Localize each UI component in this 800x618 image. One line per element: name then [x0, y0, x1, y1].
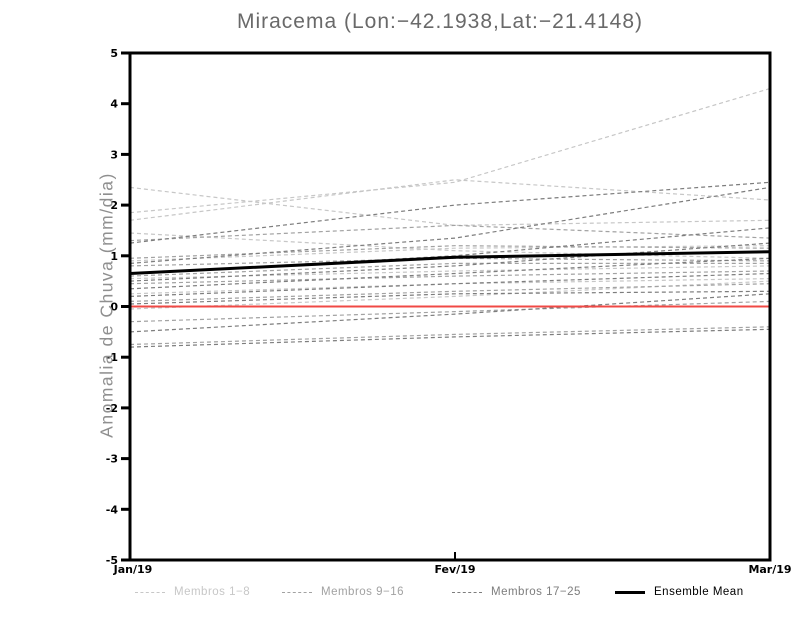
- member-line: [129, 290, 771, 305]
- y-tick-label: -3: [106, 453, 118, 466]
- member-line: [129, 245, 771, 262]
- member-line: [129, 179, 771, 221]
- member-line: [129, 186, 771, 227]
- x-tick-label: Fev/19: [434, 563, 475, 576]
- member-line: [129, 245, 771, 259]
- member-line: [129, 257, 771, 267]
- y-tick-label: -4: [106, 503, 119, 516]
- member-line: [129, 87, 771, 214]
- member-line: [129, 328, 771, 348]
- member-line: [129, 272, 771, 297]
- x-tick-label: Jan/19: [113, 563, 153, 576]
- member-line: [129, 326, 771, 346]
- y-tick-label: 1: [110, 250, 118, 263]
- member-line: [129, 224, 771, 242]
- y-tick-label: 4: [110, 98, 118, 111]
- member-line: [129, 232, 771, 259]
- y-tick-label: 2: [110, 199, 118, 212]
- y-tick-label: 0: [110, 301, 118, 314]
- chart-title: Miracema (Lon:−42.1938,Lat:−21.4148): [236, 10, 644, 33]
- y-tick-label: -1: [106, 351, 118, 364]
- member-line: [129, 270, 771, 285]
- x-tick-label: Mar/19: [748, 563, 791, 576]
- y-axis-label: Anomalia de Chuva (mm/dia): [96, 172, 117, 438]
- member-line: [129, 227, 771, 275]
- y-tick-label: -2: [106, 402, 118, 415]
- member-line: [129, 283, 771, 302]
- y-tick-label: 3: [110, 148, 118, 161]
- member-line: [129, 242, 771, 282]
- member-line: [129, 181, 771, 244]
- member-line: [129, 186, 771, 264]
- member-line: [129, 280, 771, 310]
- y-tick-label: 5: [110, 47, 118, 60]
- member-line: [129, 257, 771, 290]
- member-line: [129, 300, 771, 323]
- y-tick-label: -5: [106, 554, 118, 567]
- member-line: [129, 278, 771, 295]
- ensemble-mean-line: [129, 250, 771, 275]
- member-line: [129, 293, 771, 333]
